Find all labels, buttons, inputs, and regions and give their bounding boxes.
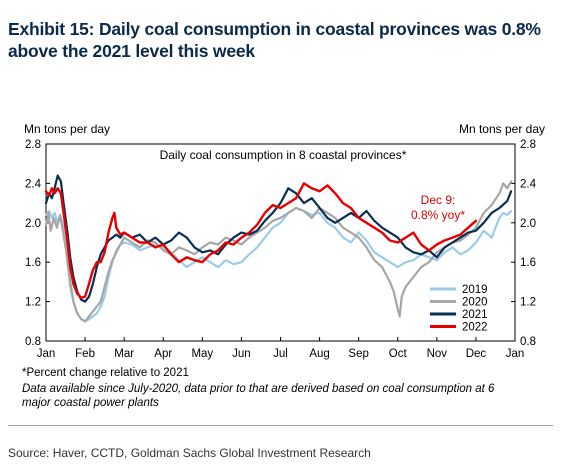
x-tick-label: Jul [273, 348, 288, 360]
x-tick-label: Dec [466, 348, 487, 360]
source-line: Source: Haver, CCTD, Goldman Sachs Globa… [8, 446, 371, 460]
line-chart: 0.8 0.8 1.2 1.2 1.6 1.6 2.0 2.0 2.4 2.4 2.8 2.8 Jan F… [24, 122, 545, 360]
x-tick-label: Sep [348, 348, 368, 360]
x-tick-label: Jan [37, 348, 56, 360]
chart-title: Daily coal consumption in 8 coastal prov… [160, 148, 407, 162]
y-tick-label-left: 0.8 [25, 336, 41, 348]
y-tick-label-right: 2.0 [520, 218, 536, 230]
x-tick-label: Aug [309, 348, 329, 360]
y-axis-label-right: Mn tons per day [459, 122, 545, 136]
legend-bg [427, 295, 509, 308]
legend-label-2020: 2020 [462, 297, 488, 309]
y-tick-label-left: 2.4 [25, 178, 42, 190]
legend-label-2021: 2021 [462, 309, 488, 321]
data-footnote: Data available since July-2020, data pri… [22, 383, 495, 409]
x-tick-label: Apr [154, 348, 172, 360]
legend-label-2022: 2022 [462, 322, 488, 334]
y-tick-label-left: 2.8 [25, 139, 41, 151]
percent-footnote: *Percent change relative to 2021 [22, 367, 189, 379]
y-tick-label-right: 1.2 [520, 297, 536, 309]
legend-bg [427, 308, 509, 320]
y-tick-label-right: 1.6 [520, 257, 536, 269]
series-line-2021 [44, 174, 513, 303]
divider [8, 425, 553, 426]
x-tick-label: Feb [75, 348, 95, 360]
exhibit-title: Exhibit 15: Daily coal consumption in co… [8, 19, 541, 61]
y-tick-label-left: 1.6 [25, 257, 41, 269]
x-tick-label: Nov [427, 348, 448, 360]
y-tick-label-right: 2.8 [520, 139, 536, 151]
legend-label-2019: 2019 [462, 284, 488, 296]
annotation-line-2: 0.8% yoy* [411, 208, 465, 222]
x-tick-label: Jan [506, 348, 525, 360]
series-line-2020 [44, 180, 513, 323]
y-tick-label-right: 0.8 [520, 336, 536, 348]
x-tick-label: Mar [114, 348, 134, 360]
x-tick-label: Oct [389, 348, 408, 360]
y-tick-label-left: 1.2 [25, 297, 41, 309]
y-axis-label-left: Mn tons per day [24, 122, 110, 136]
y-tick-label-left: 2.0 [25, 218, 41, 230]
x-tick-label: May [191, 348, 213, 360]
legend-bg [427, 283, 509, 295]
y-tick-label-right: 2.4 [520, 178, 537, 190]
annotation-line-1: Dec 9: [421, 193, 456, 207]
legend-bg [427, 320, 509, 333]
x-tick-label: Jun [232, 348, 251, 360]
series-line-2022 [44, 182, 478, 299]
